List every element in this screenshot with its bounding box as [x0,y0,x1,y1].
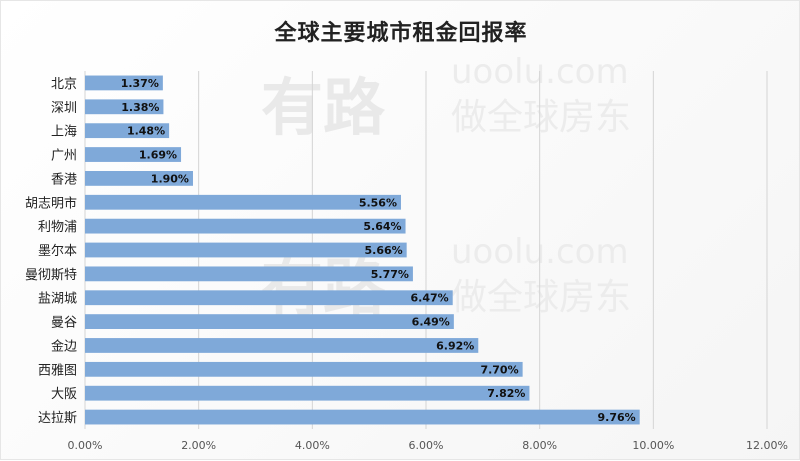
bar [85,242,407,258]
x-tick-label: 6.00% [409,439,444,452]
category-label: 大阪 [51,387,77,402]
category-label: 盐湖城 [38,292,77,307]
category-label: 西雅图 [38,363,77,378]
x-tick-label: 10.00% [632,439,674,452]
category-label: 胡志明市 [25,195,77,211]
data-label: 1.69% [139,149,177,162]
data-label: 6.92% [436,339,474,352]
category-label: 香港 [51,172,77,187]
bar [85,266,413,282]
bar [85,147,182,162]
data-label: 6.47% [411,292,449,305]
data-label: 6.49% [412,316,450,329]
x-tick-label: 2.00% [181,439,216,452]
data-label: 1.38% [121,101,159,114]
bar [85,385,530,401]
category-label: 北京 [51,77,77,92]
category-label: 利物浦 [38,220,77,235]
chart-title: 全球主要城市租金回报率 [274,21,528,46]
data-label: 5.56% [359,196,397,209]
bar [85,99,164,115]
bar [85,290,453,306]
data-label: 1.90% [151,172,189,185]
bar [85,409,640,425]
watermark-slogan: 做全球房东 [451,277,631,318]
category-label: 墨尔本 [38,244,77,259]
bar [85,338,479,353]
x-tick-label: 8.00% [522,439,557,452]
x-tick-label: 0.00% [68,439,103,452]
category-label: 上海 [51,125,77,140]
category-label: 曼彻斯特 [25,268,77,283]
category-label: 曼谷 [51,316,77,331]
data-label: 7.82% [487,387,525,400]
bar [85,218,406,234]
data-label: 7.70% [480,363,518,376]
category-label: 广州 [51,149,77,164]
data-label: 1.37% [121,77,159,90]
data-label: 5.66% [365,244,403,257]
category-label: 深圳 [51,101,77,116]
category-label: 达拉斯 [38,411,77,426]
data-label: 5.64% [363,220,401,233]
data-label: 9.76% [598,411,636,424]
bar [85,361,523,377]
watermark-slogan: 做全球房东 [451,97,631,138]
bar [85,123,170,139]
bar [85,171,193,186]
category-label: 金边 [51,338,77,354]
watermark-brand: 有路 [261,251,386,324]
x-tick-label: 4.00% [295,439,330,452]
watermark-brand: 有路 [261,71,386,144]
data-label: 1.48% [127,125,165,138]
data-label: 5.77% [371,268,409,281]
bar [85,75,163,91]
x-tick-label: 12.00% [746,439,788,452]
bar [85,314,454,329]
bar [85,194,401,210]
